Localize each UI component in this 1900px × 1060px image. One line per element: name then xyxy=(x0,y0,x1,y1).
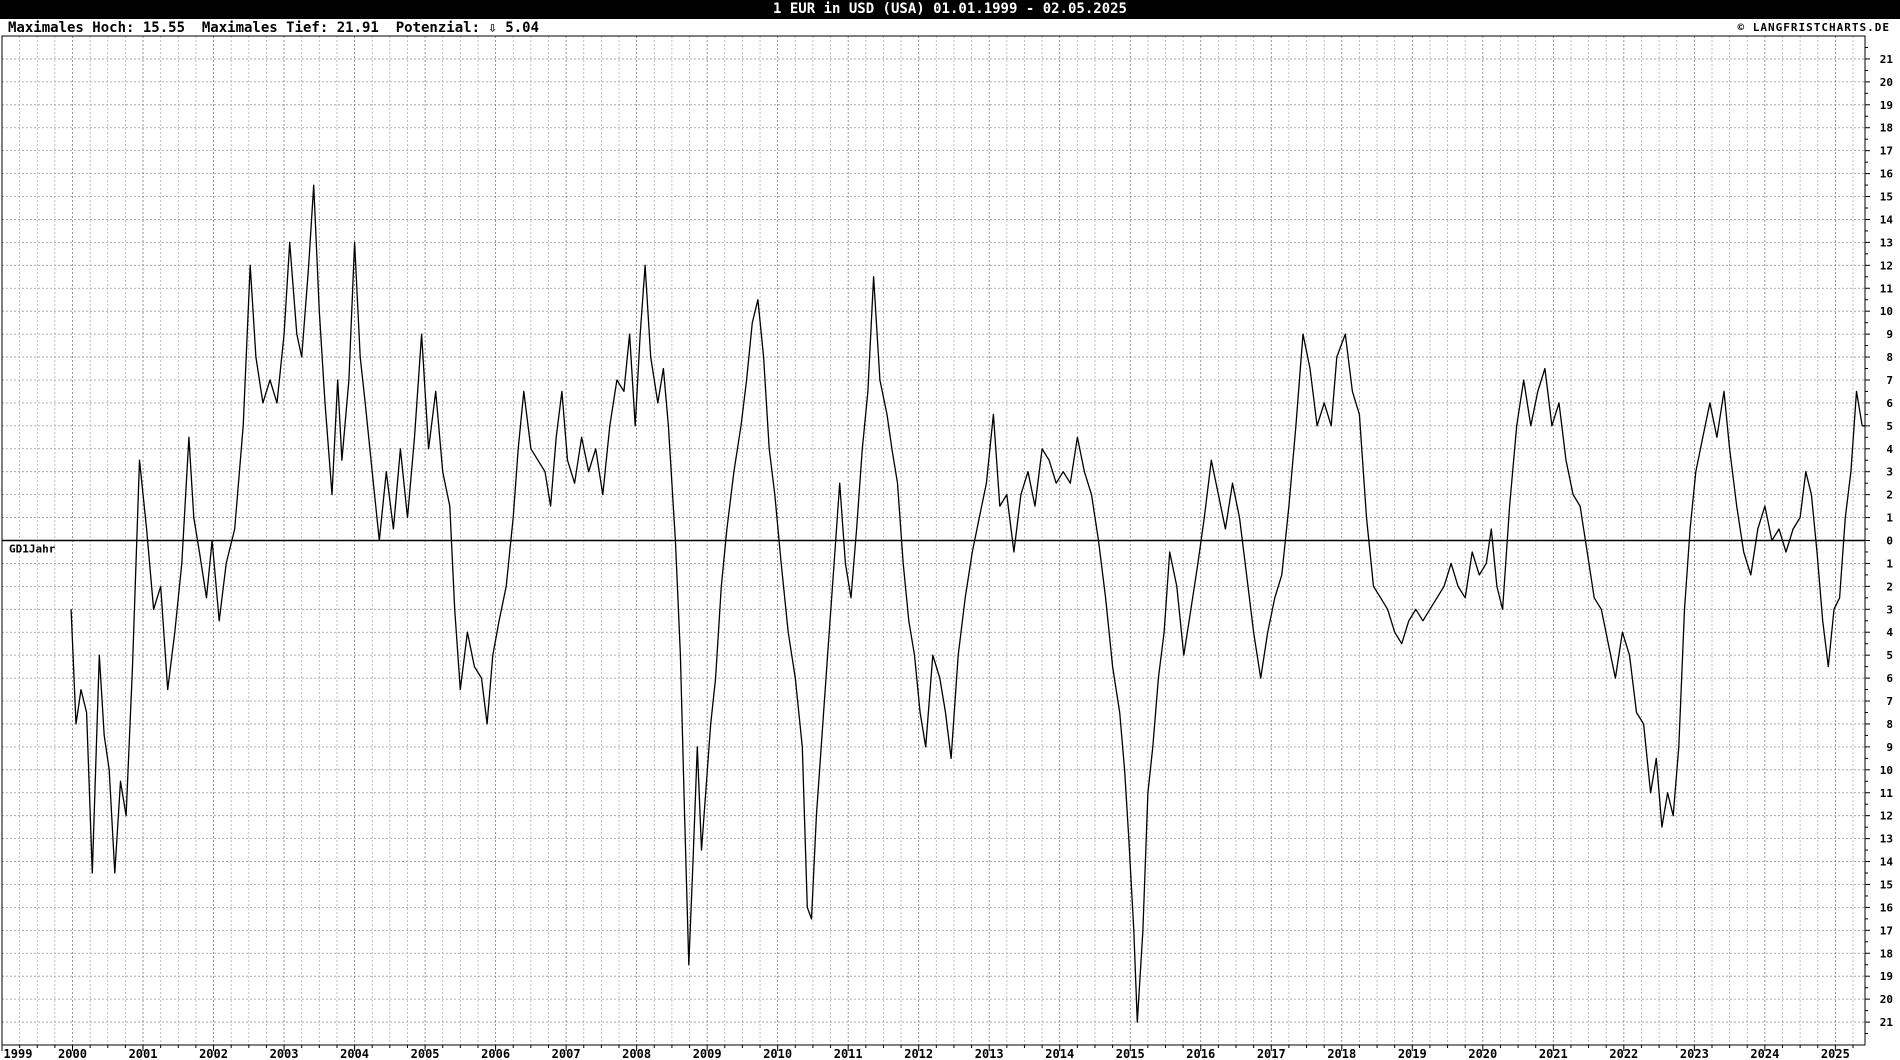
x-tick-label: 2006 xyxy=(481,1047,510,1060)
y-tick-label: 2 xyxy=(1886,489,1893,502)
series-layer xyxy=(70,184,1865,1023)
x-tick-label: 2010 xyxy=(763,1047,792,1060)
stats-info: Maximales Hoch: 15.55 Maximales Tief: 21… xyxy=(8,20,540,36)
y-tick-label: 19 xyxy=(1880,99,1893,112)
y-tick-label: 4 xyxy=(1886,443,1893,456)
y-tick-label: 9 xyxy=(1886,328,1893,341)
reference-label: GD1Jahr xyxy=(9,543,56,556)
y-tick-label: 6 xyxy=(1886,397,1893,410)
y-tick-label: 10 xyxy=(1880,305,1893,318)
y-tick-label: 16 xyxy=(1880,901,1894,914)
y-tick-label: 16 xyxy=(1880,168,1894,181)
y-tick-label: 15 xyxy=(1880,191,1893,204)
x-tick-label: 2012 xyxy=(904,1047,933,1060)
y-tick-label: 9 xyxy=(1886,741,1893,754)
y-tick-label: 13 xyxy=(1880,236,1893,249)
x-tick-label: 2013 xyxy=(975,1047,1004,1060)
x-tick-label: 2021 xyxy=(1539,1047,1568,1060)
x-tick-label: 2019 xyxy=(1398,1047,1427,1060)
x-tick-label: 2008 xyxy=(622,1047,651,1060)
y-tick-label: 14 xyxy=(1880,856,1894,869)
y-tick-label: 18 xyxy=(1880,947,1893,960)
x-tick-label: 1999 xyxy=(4,1047,33,1060)
reference-layer: GD1Jahr xyxy=(2,539,1865,556)
chart-title: 1 EUR in USD (USA) 01.01.1999 - 02.05.20… xyxy=(0,0,1900,19)
y-tick-label: 1 xyxy=(1886,512,1893,525)
x-tick-label: 2001 xyxy=(129,1047,158,1060)
y-tick-label: 14 xyxy=(1880,213,1894,226)
y-tick-label: 3 xyxy=(1886,603,1893,616)
y-tick-label: 10 xyxy=(1880,764,1893,777)
y-tick-label: 21 xyxy=(1880,1016,1894,1029)
y-tick-label: 5 xyxy=(1886,420,1893,433)
y-tick-label: 4 xyxy=(1886,626,1893,639)
x-tick-label: 2000 xyxy=(58,1047,87,1060)
x-tick-label: 2009 xyxy=(693,1047,722,1060)
x-tick-label: 2015 xyxy=(1116,1047,1145,1060)
x-tick-label: 2011 xyxy=(834,1047,863,1060)
y-tick-label: 12 xyxy=(1880,259,1893,272)
y-tick-label: 12 xyxy=(1880,810,1893,823)
x-tick-label: 2004 xyxy=(340,1047,369,1060)
x-tick-label: 2002 xyxy=(199,1047,228,1060)
x-tick-label: 2003 xyxy=(270,1047,299,1060)
y-tick-label: 5 xyxy=(1886,649,1893,662)
x-tick-label: 2017 xyxy=(1257,1047,1286,1060)
y-tick-label: 0 xyxy=(1886,535,1893,548)
y-tick-label: 19 xyxy=(1880,970,1893,983)
x-tick-label: 2014 xyxy=(1045,1047,1074,1060)
y-tick-label: 18 xyxy=(1880,122,1893,135)
copyright-label: © LANGFRISTCHARTS.DE xyxy=(1737,21,1890,34)
x-tick-label: 2025 xyxy=(1821,1047,1850,1060)
y-tick-label: 6 xyxy=(1886,672,1893,685)
y-tick-label: 13 xyxy=(1880,833,1893,846)
labels-layer: 2120191817161514131211109876543210123456… xyxy=(4,53,1894,1060)
x-tick-label: 2023 xyxy=(1680,1047,1709,1060)
x-tick-label: 2024 xyxy=(1750,1047,1779,1060)
y-tick-label: 17 xyxy=(1880,145,1893,158)
x-tick-label: 2007 xyxy=(552,1047,581,1060)
y-tick-label: 15 xyxy=(1880,878,1893,891)
y-tick-label: 1 xyxy=(1886,557,1893,570)
y-tick-label: 11 xyxy=(1880,282,1894,295)
x-tick-label: 2022 xyxy=(1609,1047,1638,1060)
x-tick-label: 2018 xyxy=(1327,1047,1356,1060)
y-tick-label: 8 xyxy=(1886,351,1893,364)
y-tick-label: 21 xyxy=(1880,53,1894,66)
x-tick-label: 2016 xyxy=(1186,1047,1215,1060)
y-tick-label: 11 xyxy=(1880,787,1894,800)
x-tick-label: 2020 xyxy=(1468,1047,1497,1060)
y-tick-label: 7 xyxy=(1886,695,1893,708)
y-tick-label: 20 xyxy=(1880,993,1893,1006)
series-line xyxy=(70,184,1865,1023)
y-tick-label: 7 xyxy=(1886,374,1893,387)
y-tick-label: 3 xyxy=(1886,466,1893,479)
y-tick-label: 17 xyxy=(1880,924,1893,937)
y-tick-label: 2 xyxy=(1886,580,1893,593)
y-tick-label: 8 xyxy=(1886,718,1893,731)
x-tick-label: 2005 xyxy=(411,1047,440,1060)
y-tick-label: 20 xyxy=(1880,76,1893,89)
